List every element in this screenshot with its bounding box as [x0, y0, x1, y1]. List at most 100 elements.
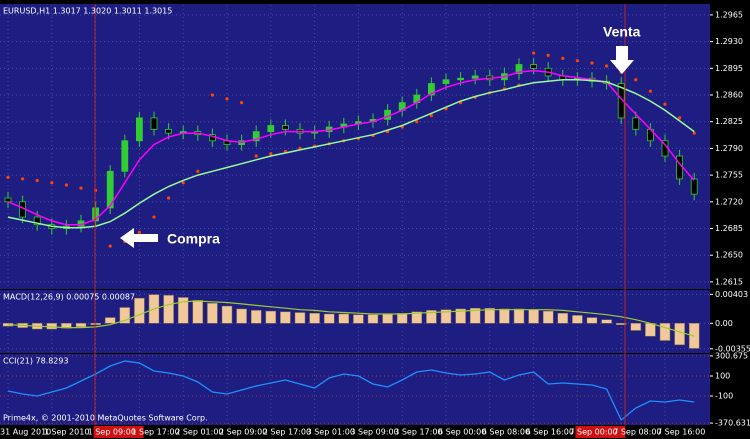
candle-body [632, 117, 640, 130]
sar-dot [64, 183, 68, 187]
macd-bar [557, 312, 569, 324]
sell-arrow [610, 46, 634, 74]
y-tick-label: 300.675 [715, 351, 748, 360]
sar-dot [546, 53, 550, 57]
y-tick-label: 1.2790 [715, 144, 743, 153]
macd-bar [90, 323, 101, 325]
sar-dot [240, 101, 244, 105]
candle-body [92, 207, 99, 222]
macd-bar [542, 310, 554, 324]
x-tick-label: 31 Aug 2010 [0, 428, 51, 437]
candle-body [442, 79, 450, 84]
candle-body [150, 117, 158, 130]
x-tick-label: 2 Sep 17:00 [263, 428, 311, 437]
candle-body [165, 128, 173, 134]
macd-bar [455, 308, 466, 324]
x-tick-label: 7 Sep 00:00 [569, 428, 617, 437]
macd-bar [104, 317, 116, 324]
sar-dot [561, 56, 565, 60]
moving-average [7, 69, 695, 226]
macd-bar [615, 323, 627, 325]
y-tick-label: 0.00 [715, 319, 733, 328]
sar-dot [575, 59, 580, 63]
macd-bar [382, 313, 393, 324]
macd-bar [469, 307, 481, 324]
candle-body [457, 77, 465, 81]
macd-bar [163, 295, 174, 324]
candle-body [676, 155, 683, 180]
sar-dot [79, 186, 83, 190]
time-highlight [575, 426, 626, 438]
macd-bar [338, 313, 350, 324]
macd-bar [323, 313, 335, 324]
macd-title: MACD(12,26,9) 0.00075 0.00087 [3, 293, 135, 302]
macd-bar [367, 314, 379, 324]
candle-body [515, 64, 523, 75]
sar-dot [254, 154, 258, 158]
y-tick-label: 1.2650 [715, 251, 743, 260]
time-highlight [93, 426, 144, 438]
macd-bar [601, 319, 612, 324]
candle-body [530, 64, 537, 69]
sar-dot [152, 215, 156, 219]
sar-dot [590, 61, 594, 65]
sar-dot [210, 93, 214, 97]
cci-panel [0, 354, 710, 425]
buy-arrow [120, 228, 158, 248]
macd-bar [61, 323, 72, 329]
macd-bar [309, 312, 320, 324]
macd-bar [221, 305, 233, 324]
sar-dot [269, 152, 273, 156]
y-tick-label: 1.2755 [715, 171, 743, 180]
candle-body [427, 83, 435, 96]
y-tick-label: 1.2685 [715, 224, 743, 233]
macd-bar [440, 309, 452, 324]
sar-dot [108, 244, 112, 248]
macd-bar [265, 310, 277, 324]
macd-bar [280, 311, 291, 324]
main-title: EURUSD,H1 1.3017 1.3020 1.3011 1.3015 [3, 7, 172, 16]
y-tick-label: 1.2930 [715, 37, 743, 46]
macd-bar [586, 317, 598, 324]
candle-body [121, 140, 129, 172]
macd-bar [75, 323, 87, 328]
x-tick-label: 1 Sep 17:00 [131, 428, 179, 437]
y-tick-label: -100 [715, 392, 733, 401]
sar-dot [532, 51, 536, 55]
sar-dot [415, 120, 419, 124]
sar-dot [663, 102, 667, 106]
x-tick-label: 7 Sep 16:00 [657, 428, 705, 437]
buy-label: Compra [167, 231, 220, 247]
y-tick-label: 1.2895 [715, 64, 743, 73]
x-tick-label: 6 Sep 00:00 [438, 428, 486, 437]
sar-dot [196, 169, 200, 173]
copyright: Prime4x, © 2001-2010 MetaQuotes Software… [3, 414, 208, 423]
sar-dot [137, 230, 141, 234]
x-tick-label: 6 Sep 16:00 [526, 428, 574, 437]
macd-bar [426, 310, 437, 324]
macd-bar [513, 308, 525, 324]
macd-bar [674, 323, 685, 346]
macd-bar [528, 309, 539, 324]
macd-bar [250, 310, 262, 324]
candle-body [252, 131, 260, 142]
x-tick-label: 3 Sep 01:00 [307, 428, 355, 437]
sar-dot [6, 175, 10, 179]
y-tick-label: -0.00355 [715, 344, 750, 353]
macd-bar [396, 312, 408, 324]
sar-dot [50, 181, 54, 185]
candle-body [135, 117, 143, 142]
macd-bar [207, 302, 218, 324]
macd-bar [134, 297, 145, 324]
macd-bar [484, 307, 496, 324]
y-tick-label: -370.631 [715, 419, 750, 428]
y-tick-label: 1.2720 [715, 197, 743, 206]
sar-dot [225, 97, 229, 101]
sar-dot [678, 116, 682, 120]
macd-bar [192, 300, 204, 324]
x-tick-label: 3 Sep 09:00 [350, 428, 398, 437]
main-panel [0, 4, 710, 289]
macd-bar [353, 314, 364, 324]
